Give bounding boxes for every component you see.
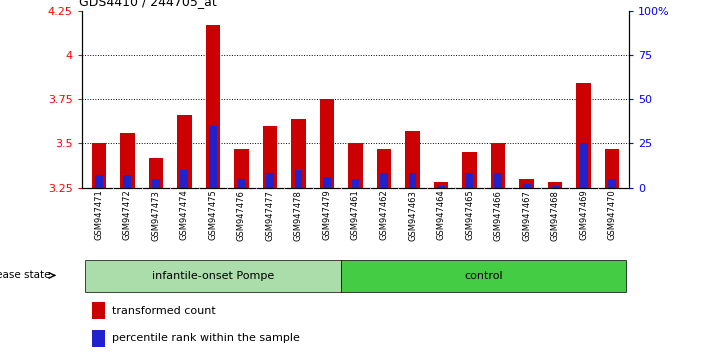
Bar <box>348 143 363 188</box>
Text: GSM947471: GSM947471 <box>95 190 103 240</box>
Bar <box>120 133 134 188</box>
Bar <box>523 184 530 188</box>
Bar <box>462 152 476 188</box>
Text: GSM947479: GSM947479 <box>323 190 331 240</box>
Bar <box>341 260 626 292</box>
Bar <box>209 126 217 188</box>
Text: GSM947463: GSM947463 <box>408 190 417 241</box>
Text: GSM947473: GSM947473 <box>151 190 161 241</box>
Bar <box>152 179 160 188</box>
Text: GSM947465: GSM947465 <box>465 190 474 240</box>
Bar <box>237 179 245 188</box>
Bar <box>491 143 506 188</box>
Text: GSM947475: GSM947475 <box>208 190 218 240</box>
Bar <box>380 173 388 188</box>
Text: GSM947461: GSM947461 <box>351 190 360 240</box>
Bar <box>181 170 188 188</box>
Text: GDS4410 / 244705_at: GDS4410 / 244705_at <box>79 0 217 8</box>
Bar <box>124 175 132 188</box>
Bar <box>409 173 417 188</box>
Text: GSM947470: GSM947470 <box>608 190 616 240</box>
Bar <box>92 143 106 188</box>
Bar <box>579 143 587 188</box>
Bar <box>466 173 474 188</box>
Text: control: control <box>464 271 503 281</box>
Bar <box>323 177 331 188</box>
Text: GSM947476: GSM947476 <box>237 190 246 241</box>
Text: GSM947477: GSM947477 <box>265 190 274 241</box>
Bar <box>85 260 341 292</box>
Bar <box>177 115 191 188</box>
Bar <box>351 179 360 188</box>
Bar <box>608 179 616 188</box>
Text: GSM947467: GSM947467 <box>522 190 531 241</box>
Text: GSM947469: GSM947469 <box>579 190 588 240</box>
Bar <box>551 186 559 188</box>
Bar <box>434 182 448 188</box>
Bar <box>605 149 619 188</box>
Bar <box>235 149 249 188</box>
Bar <box>266 173 274 188</box>
Bar <box>149 158 163 188</box>
Text: GSM947472: GSM947472 <box>123 190 132 240</box>
Bar <box>92 330 105 347</box>
Text: transformed count: transformed count <box>112 306 216 316</box>
Bar <box>320 99 334 188</box>
Bar <box>520 179 534 188</box>
Bar <box>405 131 419 188</box>
Bar <box>263 126 277 188</box>
Text: GSM947466: GSM947466 <box>493 190 503 241</box>
Text: GSM947478: GSM947478 <box>294 190 303 241</box>
Bar <box>292 119 306 188</box>
Bar <box>548 182 562 188</box>
Bar <box>205 25 220 188</box>
Text: disease state: disease state <box>0 270 50 280</box>
Text: GSM947474: GSM947474 <box>180 190 189 240</box>
Text: infantile-onset Pompe: infantile-onset Pompe <box>152 271 274 281</box>
Text: GSM947462: GSM947462 <box>380 190 388 240</box>
Bar <box>95 175 103 188</box>
Bar <box>294 170 302 188</box>
Text: GSM947464: GSM947464 <box>437 190 446 240</box>
Bar <box>494 173 502 188</box>
Text: percentile rank within the sample: percentile rank within the sample <box>112 333 300 343</box>
Bar <box>577 83 591 188</box>
Text: GSM947468: GSM947468 <box>550 190 560 241</box>
Bar <box>92 302 105 319</box>
Bar <box>377 149 391 188</box>
Bar <box>437 186 445 188</box>
